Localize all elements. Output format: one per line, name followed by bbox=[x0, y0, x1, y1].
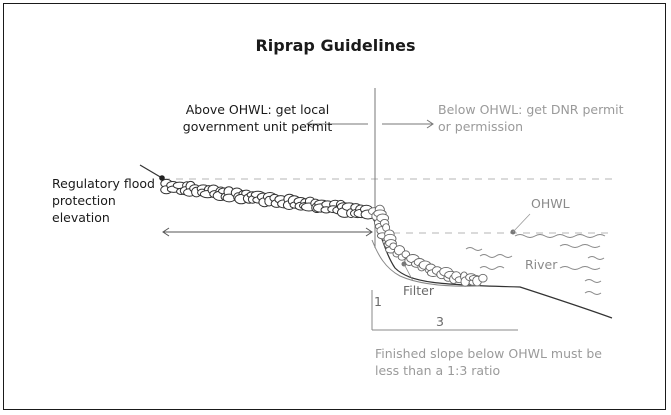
ohwl-leader-line bbox=[512, 213, 531, 233]
filter-label: Filter bbox=[403, 283, 434, 298]
below-ohwl-label: Below OHWL: get DNR permit or permission bbox=[438, 102, 624, 134]
permit-arrow bbox=[306, 119, 434, 129]
diagram-title: Riprap Guidelines bbox=[255, 36, 416, 55]
slope-ratio-indicator bbox=[371, 290, 518, 331]
riprap-upper-rocks bbox=[160, 178, 376, 220]
flood-extent-arrow bbox=[162, 227, 373, 237]
ohwl-label: OHWL bbox=[531, 196, 570, 211]
riprap-rock bbox=[478, 273, 488, 283]
filter-leader-line bbox=[403, 263, 414, 282]
diagram-frame bbox=[3, 3, 666, 410]
filter-layer-line bbox=[371, 239, 481, 287]
above-ohwl-label: Above OHWL: get local government unit pe… bbox=[182, 102, 333, 134]
regulatory-flood-label: Regulatory flood protection elevation bbox=[52, 176, 155, 225]
slope-note: Finished slope below OHWL must be less t… bbox=[375, 346, 603, 378]
flood-elevation-dot bbox=[159, 175, 165, 181]
water-waves bbox=[465, 234, 606, 295]
riprap-lower-rocks bbox=[368, 204, 488, 287]
river-label: River bbox=[525, 257, 558, 272]
slope-rise-label: 1 bbox=[374, 294, 382, 309]
slope-run-label: 3 bbox=[436, 314, 444, 329]
